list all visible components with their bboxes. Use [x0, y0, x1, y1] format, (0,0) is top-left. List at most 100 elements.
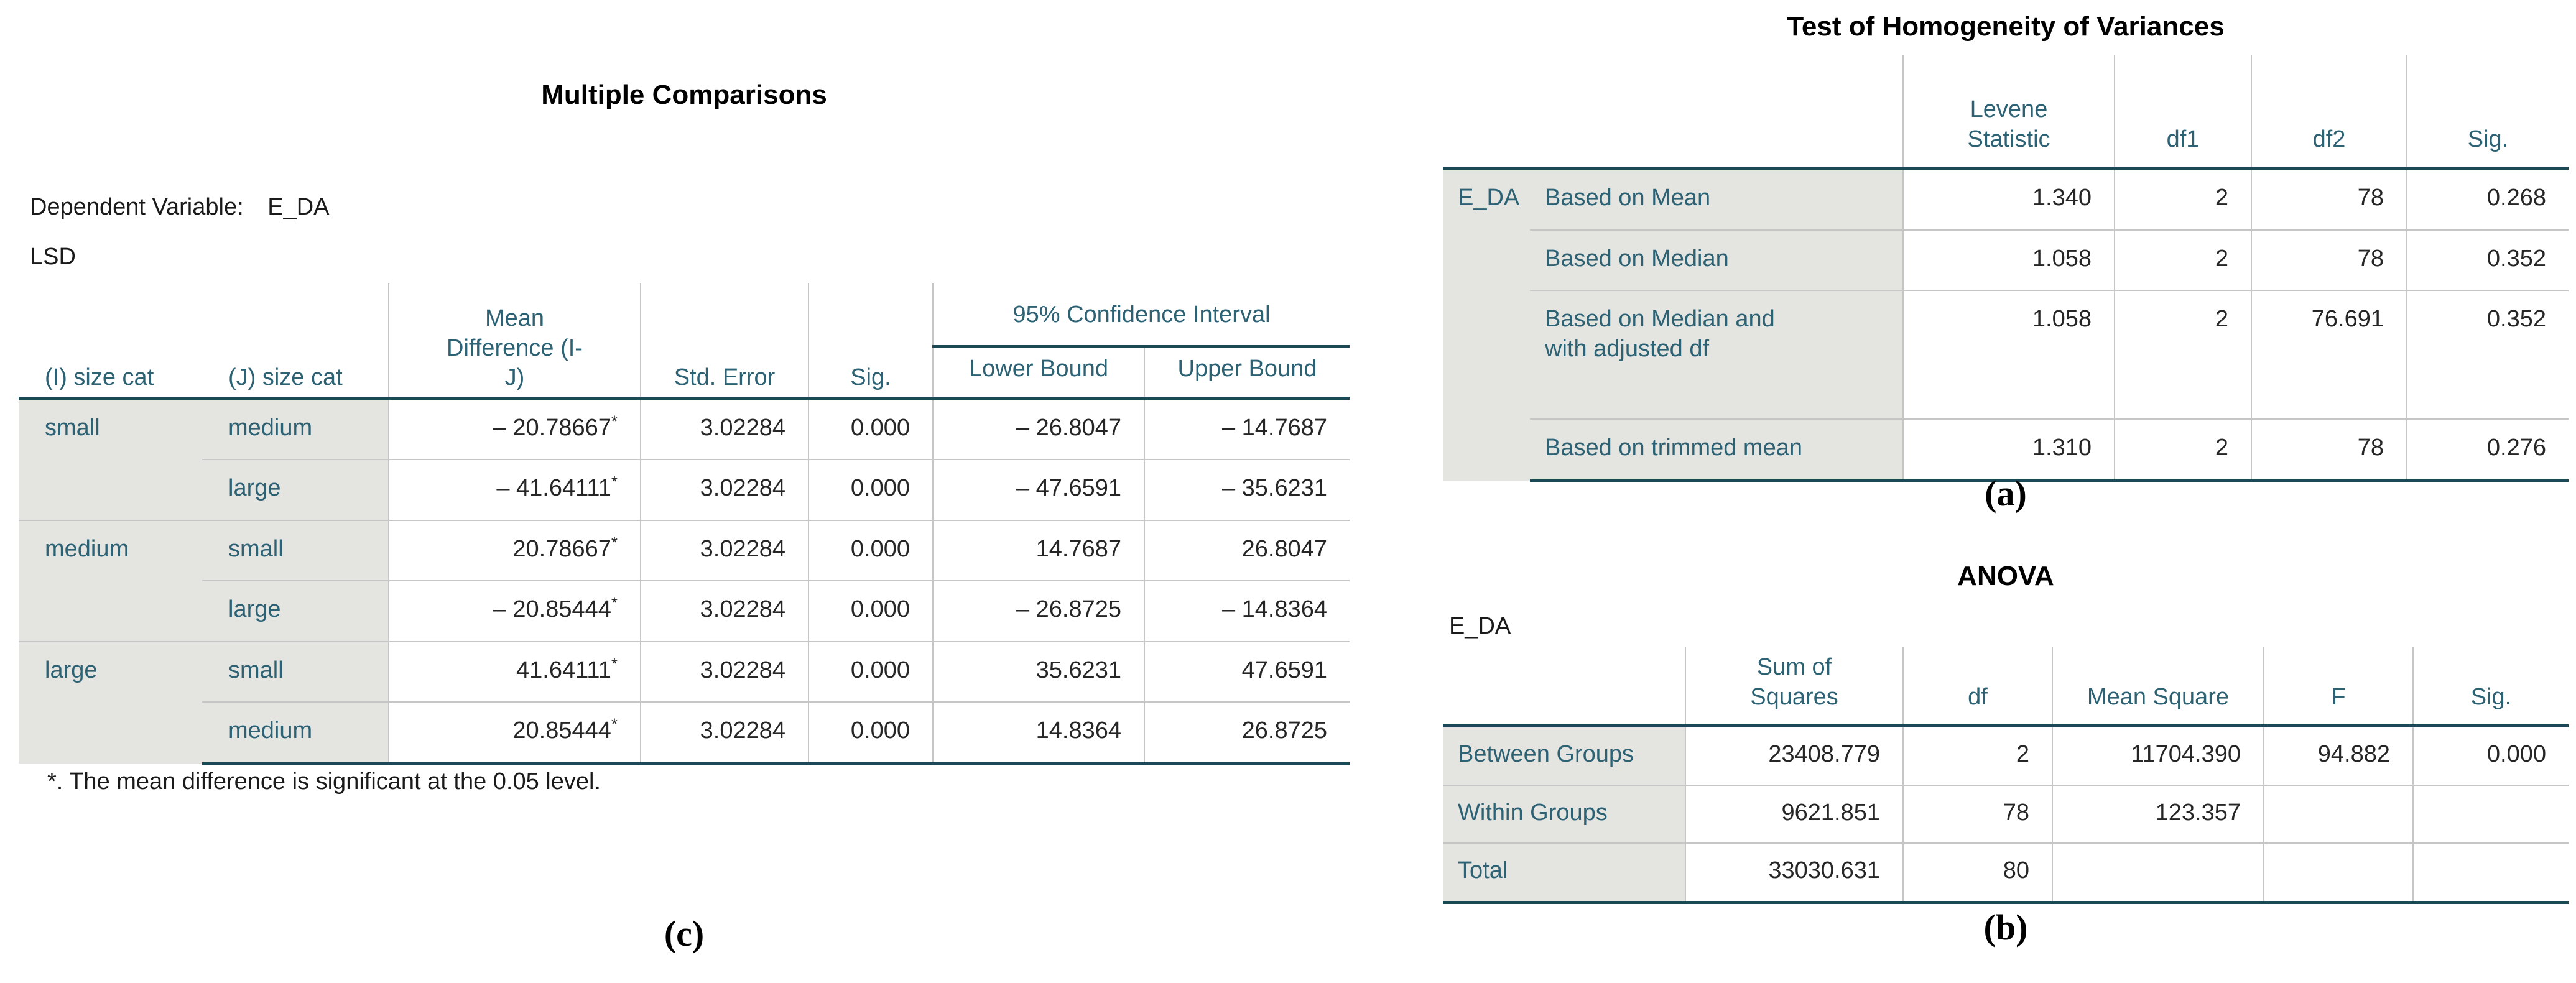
- cell-df1: 2: [2114, 229, 2251, 290]
- method-label: LSD: [30, 244, 76, 270]
- cell-upper-bound: – 14.8364: [1144, 580, 1350, 642]
- table-row: Within Groups 9621.851 78 123.357: [1443, 784, 2569, 843]
- homogeneity-table: Levene Statistic df1 df2 Sig. E_DA Based…: [1443, 55, 2569, 482]
- cell-sig: 0.000: [808, 519, 933, 581]
- col-header-sig: Sig.: [2412, 647, 2569, 727]
- dependent-variable-line: Dependent Variable: E_DA: [30, 194, 330, 221]
- cell-group-i: large: [19, 640, 202, 764]
- table-row: Between Groups 23408.779 2 11704.390 94.…: [1443, 726, 2569, 785]
- cell-group-i: small: [19, 398, 202, 520]
- cell-sig: [2412, 784, 2569, 843]
- table-row: Based on Median and with adjusted df 1.0…: [1443, 290, 2569, 419]
- table-row: Total 33030.631 80: [1443, 842, 2569, 904]
- cell-group-i: medium: [19, 519, 202, 642]
- cell-std-error: 3.02284: [640, 640, 808, 702]
- cell-df1: 2: [2114, 418, 2251, 482]
- cell-lower-bound: 35.6231: [932, 640, 1144, 702]
- cell-j: large: [202, 580, 389, 642]
- table-row: Based on Median 1.058 2 78 0.352: [1443, 229, 2569, 290]
- cell-upper-bound: – 14.7687: [1144, 398, 1350, 459]
- cell-df: 2: [1902, 726, 2052, 785]
- cell-lower-bound: – 26.8725: [932, 580, 1144, 642]
- dependent-variable-label: Dependent Variable:: [30, 194, 244, 220]
- cell-sig: 0.000: [808, 398, 933, 459]
- cell-mean-difference: 20.85444*: [388, 701, 641, 765]
- cell-upper-bound: – 35.6231: [1144, 459, 1350, 520]
- cell-lower-bound: 14.7687: [932, 519, 1144, 581]
- cell-lower-bound: 14.8364: [932, 701, 1144, 765]
- significance-star: *: [611, 411, 618, 430]
- anova-subtitle: E_DA: [1449, 613, 1511, 639]
- cell-row-label: Based on trimmed mean: [1530, 418, 1903, 482]
- cell-f: [2263, 784, 2413, 843]
- table-row: large – 41.64111* 3.02284 0.000 – 47.659…: [19, 459, 1350, 520]
- cell-row-label: Based on Mean: [1530, 168, 1903, 230]
- cell-df1: 2: [2114, 168, 2251, 230]
- cell-sig: 0.352: [2406, 290, 2569, 419]
- cell-sum-of-squares: 23408.779: [1685, 726, 1903, 785]
- significance-star: *: [611, 532, 618, 551]
- cell-j: medium: [202, 701, 389, 765]
- cell-j: large: [202, 459, 389, 520]
- cell-levene: 1.340: [1902, 168, 2115, 230]
- cell-upper-bound: 26.8725: [1144, 701, 1350, 765]
- table-row: medium 20.85444* 3.02284 0.000 14.8364 2…: [19, 701, 1350, 765]
- table-row: large small 41.64111* 3.02284 0.000 35.6…: [19, 640, 1350, 764]
- cell-upper-bound: 26.8047: [1144, 519, 1350, 581]
- cell-df: 78: [1902, 784, 2052, 843]
- cell-mean-difference: – 41.64111*: [388, 459, 641, 520]
- cell-levene: 1.058: [1902, 290, 2115, 419]
- cell-std-error: 3.02284: [640, 459, 808, 520]
- cell-sig: 0.000: [2412, 726, 2569, 785]
- cell-levene: 1.310: [1902, 418, 2115, 482]
- cell-group-label: E_DA: [1443, 168, 1530, 481]
- col-header-std-error: Std. Error: [640, 283, 808, 400]
- cell-sig: 0.268: [2406, 168, 2569, 230]
- cell-row-label: Total: [1443, 842, 1685, 904]
- table-row: medium small 20.78667* 3.02284 0.000 14.…: [19, 519, 1350, 642]
- cell-j: small: [202, 640, 389, 702]
- cell-row-label: Between Groups: [1443, 726, 1685, 785]
- significance-star: *: [611, 653, 618, 673]
- cell-sig: 0.000: [808, 640, 933, 702]
- homogeneity-title: Test of Homogeneity of Variances: [1787, 11, 2225, 42]
- significance-star: *: [611, 593, 618, 612]
- cell-df2: 76.691: [2251, 290, 2407, 419]
- cell-std-error: 3.02284: [640, 580, 808, 642]
- cell-mean-difference: – 20.85444*: [388, 580, 641, 642]
- cell-df2: 78: [2251, 229, 2407, 290]
- col-header-empty: [1530, 55, 1903, 170]
- cell-mean-square: 11704.390: [2052, 726, 2264, 785]
- col-header-mean-square: Mean Square: [2052, 647, 2264, 727]
- cell-f: [2263, 842, 2413, 904]
- multiple-comparisons-table: (I) size cat (J) size cat Mean Differenc…: [19, 283, 1350, 765]
- col-header-empty: [1443, 647, 1685, 727]
- caption-b: (b): [1983, 907, 2028, 948]
- cell-row-label: Based on Median: [1530, 229, 1903, 290]
- cell-j: medium: [202, 398, 389, 459]
- cell-f: 94.882: [2263, 726, 2413, 785]
- col-header-ci-group: 95% Confidence Interval: [932, 283, 1350, 348]
- cell-sig: 0.352: [2406, 229, 2569, 290]
- col-header-df1: df1: [2114, 55, 2251, 170]
- caption-a: (a): [1985, 473, 2027, 514]
- col-header-i: (I) size cat: [19, 283, 202, 400]
- cell-levene: 1.058: [1902, 229, 2115, 290]
- cell-df2: 78: [2251, 168, 2407, 230]
- table-row: large – 20.85444* 3.02284 0.000 – 26.872…: [19, 580, 1350, 642]
- cell-j: small: [202, 519, 389, 581]
- cell-upper-bound: 47.6591: [1144, 640, 1350, 702]
- table-row: E_DA Based on Mean 1.340 2 78 0.268: [1443, 168, 2569, 481]
- col-header-sig: Sig.: [2406, 55, 2569, 170]
- cell-sum-of-squares: 9621.851: [1685, 784, 1903, 843]
- table-row: small medium – 20.78667* 3.02284 0.000 –…: [19, 398, 1350, 520]
- cell-sig: 0.000: [808, 580, 933, 642]
- cell-mean-difference: 41.64111*: [388, 640, 641, 702]
- cell-row-label: Within Groups: [1443, 784, 1685, 843]
- significance-star: *: [611, 472, 618, 491]
- col-header-df: df: [1902, 647, 2052, 727]
- cell-mean-square: [2052, 842, 2264, 904]
- cell-std-error: 3.02284: [640, 519, 808, 581]
- cell-sig: 0.276: [2406, 418, 2569, 482]
